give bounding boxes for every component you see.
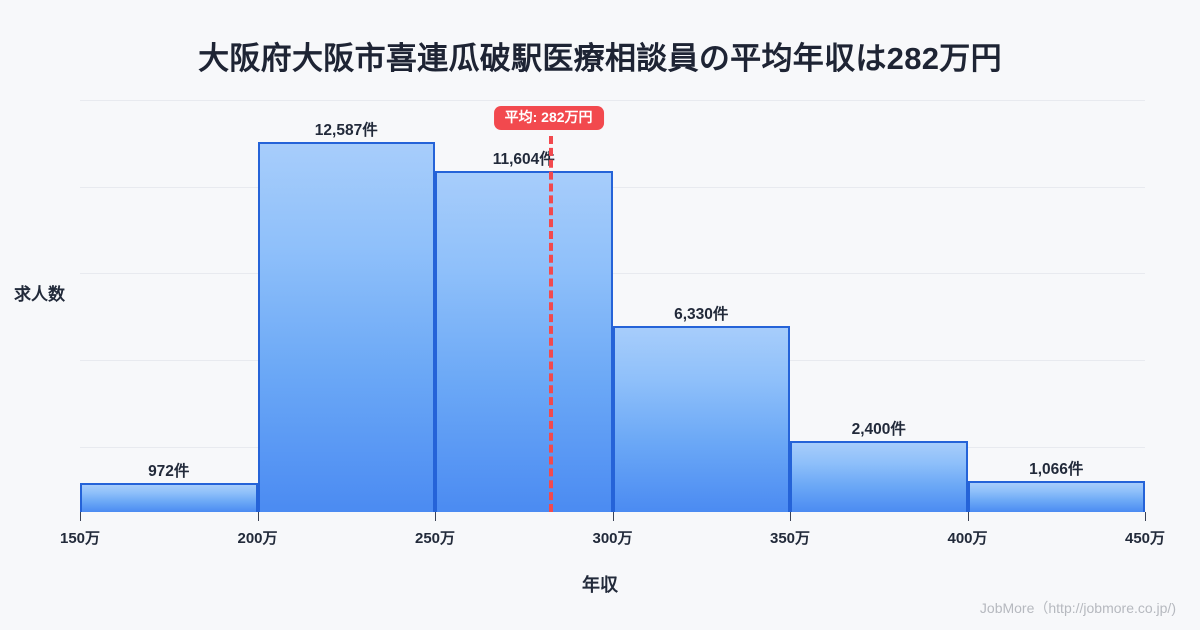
bar-value-label: 11,604件: [492, 150, 555, 168]
x-axis-title: 年収: [582, 575, 618, 595]
x-tick-label: 200万: [237, 530, 278, 547]
x-tick-mark: [1145, 512, 1146, 521]
bar-value-label: 1,066件: [1029, 460, 1084, 478]
x-tick-mark: [790, 512, 791, 521]
histogram-bar[interactable]: [967, 480, 1145, 512]
average-badge: 平均: 282万円: [493, 106, 604, 131]
x-tick-mark: [967, 512, 969, 521]
x-tick-label: 150万: [59, 530, 101, 547]
x-tick-mark: [257, 512, 259, 521]
x-tick-label: 300万: [592, 530, 633, 547]
bar-value-label: 2,400件: [851, 421, 906, 439]
page-title: 大阪府大阪市喜連瓜破駅医療相談員の平均年収は282万円: [198, 41, 1002, 76]
x-tick-label: 250万: [414, 530, 456, 547]
histogram-bar[interactable]: [790, 441, 968, 512]
x-tick-mark: [612, 512, 614, 521]
histogram-bar[interactable]: [80, 483, 258, 512]
average-line: [548, 136, 553, 512]
watermark: JobMore（http://jobmore.co.jp/): [979, 600, 1176, 616]
x-tick-label: 450万: [1124, 530, 1166, 547]
histogram-bar[interactable]: [435, 170, 613, 512]
x-tick-label: 400万: [947, 530, 988, 547]
histogram-bar[interactable]: [612, 325, 790, 512]
gridline: [80, 273, 1145, 275]
y-axis-title: 求人数: [14, 285, 65, 304]
x-tick-mark: [435, 512, 436, 521]
plot-area: 972件 12,587件 11,604件 6,330件 2,400件 1,066件 平均: …: [60, 100, 1165, 547]
gridline: [80, 186, 1145, 188]
histogram-bar[interactable]: [257, 141, 435, 512]
x-tick-mark: [80, 512, 81, 521]
x-tick-label: 350万: [769, 530, 811, 547]
bar-value-label: 6,330件: [674, 305, 729, 323]
bar-value-label: 972件: [148, 463, 190, 481]
bar-value-label: 12,587件: [314, 121, 378, 139]
gridline: [80, 100, 1145, 101]
